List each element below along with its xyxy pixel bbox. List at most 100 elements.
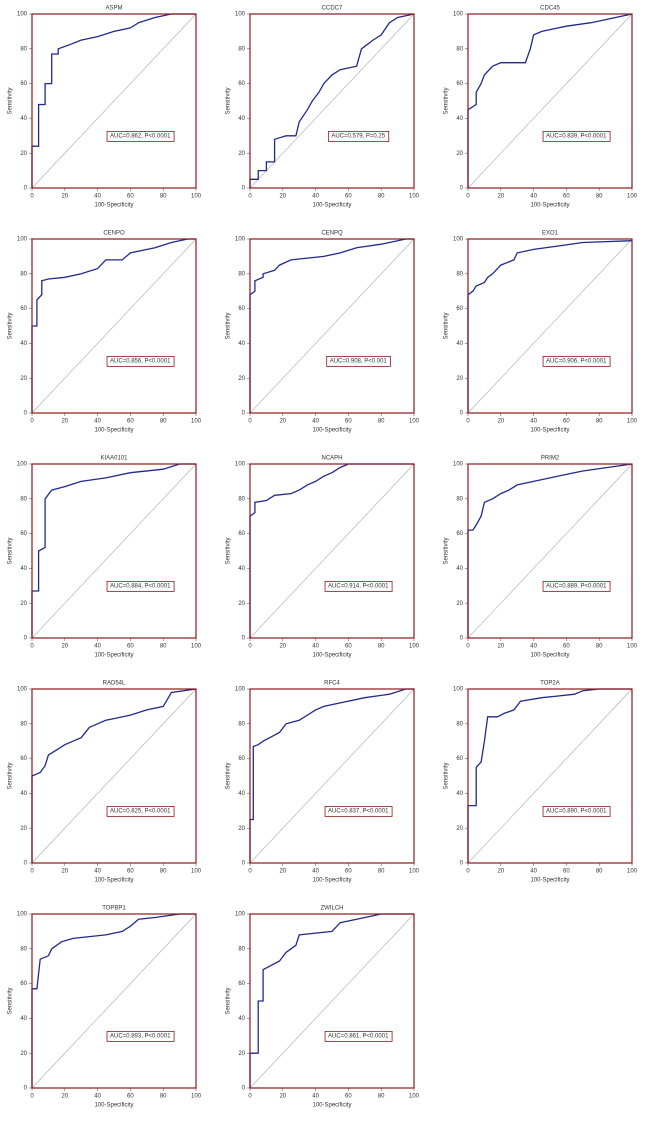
auc-annotation: AUC=0.908, P<0.001: [330, 358, 388, 364]
plot-frame: [249, 238, 415, 414]
y-tick-label: 40: [456, 341, 463, 347]
y-tick-label: 20: [456, 151, 463, 157]
annotation-box: [106, 130, 175, 142]
y-tick-label: 100: [235, 237, 246, 243]
x-axis-label: 100-Specificity: [312, 653, 351, 659]
x-tick-label: 80: [378, 869, 385, 875]
x-tick-label: 0: [248, 1094, 252, 1100]
y-tick-label: 60: [238, 981, 245, 987]
x-tick-label: 0: [30, 644, 34, 650]
reference-diagonal: [249, 238, 415, 414]
roc-curve: [31, 463, 196, 638]
y-tick-label: 100: [17, 912, 28, 918]
y-tick-label: 20: [238, 151, 245, 157]
x-tick-label: 80: [378, 644, 385, 650]
x-tick-label: 40: [312, 419, 319, 425]
y-tick-label: 0: [242, 1086, 246, 1092]
x-tick-label: 60: [127, 419, 134, 425]
y-tick-label: 40: [238, 791, 245, 797]
y-tick-label: 40: [238, 116, 245, 122]
y-tick-label: 100: [453, 237, 464, 243]
y-axis-label: Sensitivity: [226, 762, 232, 789]
x-tick-label: 80: [378, 419, 385, 425]
y-axis-label: Sensitivity: [8, 537, 14, 564]
y-tick-label: 20: [456, 601, 463, 607]
y-tick-label: 0: [460, 411, 464, 417]
y-tick-label: 80: [238, 271, 245, 277]
roc-panel: NCAPH 100-Specificity Sensitivity 0 20 40 60 80…: [226, 456, 420, 659]
annotation-box: [324, 580, 393, 592]
roc-curve: [31, 688, 197, 863]
panel-title: ZWILCH: [321, 906, 344, 912]
y-tick-label: 100: [453, 462, 464, 468]
x-tick-label: 80: [160, 644, 167, 650]
x-tick-label: 20: [61, 419, 68, 425]
auc-annotation: AUC=0.825, P<0.0001: [110, 808, 171, 814]
x-tick-label: 60: [563, 419, 570, 425]
x-tick-label: 100: [627, 644, 638, 650]
x-tick-label: 20: [61, 194, 68, 200]
panel-title: KIAA0101: [100, 456, 128, 462]
y-tick-label: 0: [242, 186, 246, 192]
y-tick-label: 20: [20, 376, 27, 382]
x-axis-label: 100-Specificity: [312, 878, 351, 884]
x-axis-label: 100-Specificity: [530, 878, 569, 884]
y-axis-label: Sensitivity: [8, 762, 14, 789]
x-tick-label: 20: [279, 644, 286, 650]
x-tick-label: 40: [530, 194, 537, 200]
y-tick-label: 0: [460, 861, 464, 867]
x-tick-label: 20: [497, 644, 504, 650]
y-tick-label: 0: [24, 186, 28, 192]
y-tick-label: 0: [24, 861, 28, 867]
y-axis-label: Sensitivity: [8, 312, 14, 339]
y-tick-label: 20: [20, 601, 27, 607]
roc-curve: [31, 913, 196, 1088]
y-tick-label: 60: [238, 81, 245, 87]
y-tick-label: 0: [24, 1086, 28, 1092]
x-tick-label: 40: [530, 869, 537, 875]
plot-frame: [249, 688, 415, 864]
y-tick-label: 20: [238, 601, 245, 607]
x-tick-label: 100: [191, 1094, 202, 1100]
plot-frame: [31, 913, 197, 1089]
y-tick-label: 60: [456, 756, 463, 762]
y-tick-label: 40: [20, 341, 27, 347]
annotation-box: [324, 805, 393, 817]
panel-title: ASPM: [105, 6, 122, 12]
x-tick-label: 60: [563, 644, 570, 650]
x-axis-label: 100-Specificity: [530, 203, 569, 209]
y-tick-label: 60: [456, 306, 463, 312]
x-tick-label: 60: [345, 194, 352, 200]
roc-panel: CENPQ 100-Specificity Sensitivity 0 20 40 60 80…: [226, 231, 420, 434]
y-tick-label: 0: [460, 186, 464, 192]
y-axis-label: Sensitivity: [444, 537, 450, 564]
y-tick-label: 40: [20, 566, 27, 572]
reference-diagonal: [249, 688, 415, 864]
x-tick-label: 40: [312, 644, 319, 650]
x-tick-label: 20: [61, 1094, 68, 1100]
x-tick-label: 20: [279, 1094, 286, 1100]
x-tick-label: 20: [497, 194, 504, 200]
x-tick-label: 20: [61, 869, 68, 875]
roc-curve: [467, 463, 633, 638]
y-axis-label: Sensitivity: [8, 87, 14, 114]
auc-annotation: AUC=0.862, P<0.0001: [110, 133, 171, 139]
y-tick-label: 100: [17, 462, 28, 468]
plot-frame: [249, 913, 415, 1089]
roc-curve: [249, 238, 414, 413]
auc-annotation: AUC=0.861, P<0.0001: [328, 1033, 389, 1039]
x-axis-label: 100-Specificity: [312, 428, 351, 434]
x-tick-label: 100: [627, 869, 638, 875]
roc-curve: [467, 13, 633, 188]
y-tick-label: 100: [235, 687, 246, 693]
y-tick-label: 100: [17, 12, 28, 18]
reference-diagonal: [467, 238, 633, 414]
y-tick-label: 100: [17, 237, 28, 243]
y-tick-label: 80: [456, 271, 463, 277]
y-tick-label: 80: [238, 946, 245, 952]
panel-title: TOP2A: [540, 681, 560, 687]
y-tick-label: 60: [20, 981, 27, 987]
roc-curve: [31, 13, 196, 188]
y-tick-label: 20: [456, 376, 463, 382]
y-tick-label: 80: [20, 271, 27, 277]
